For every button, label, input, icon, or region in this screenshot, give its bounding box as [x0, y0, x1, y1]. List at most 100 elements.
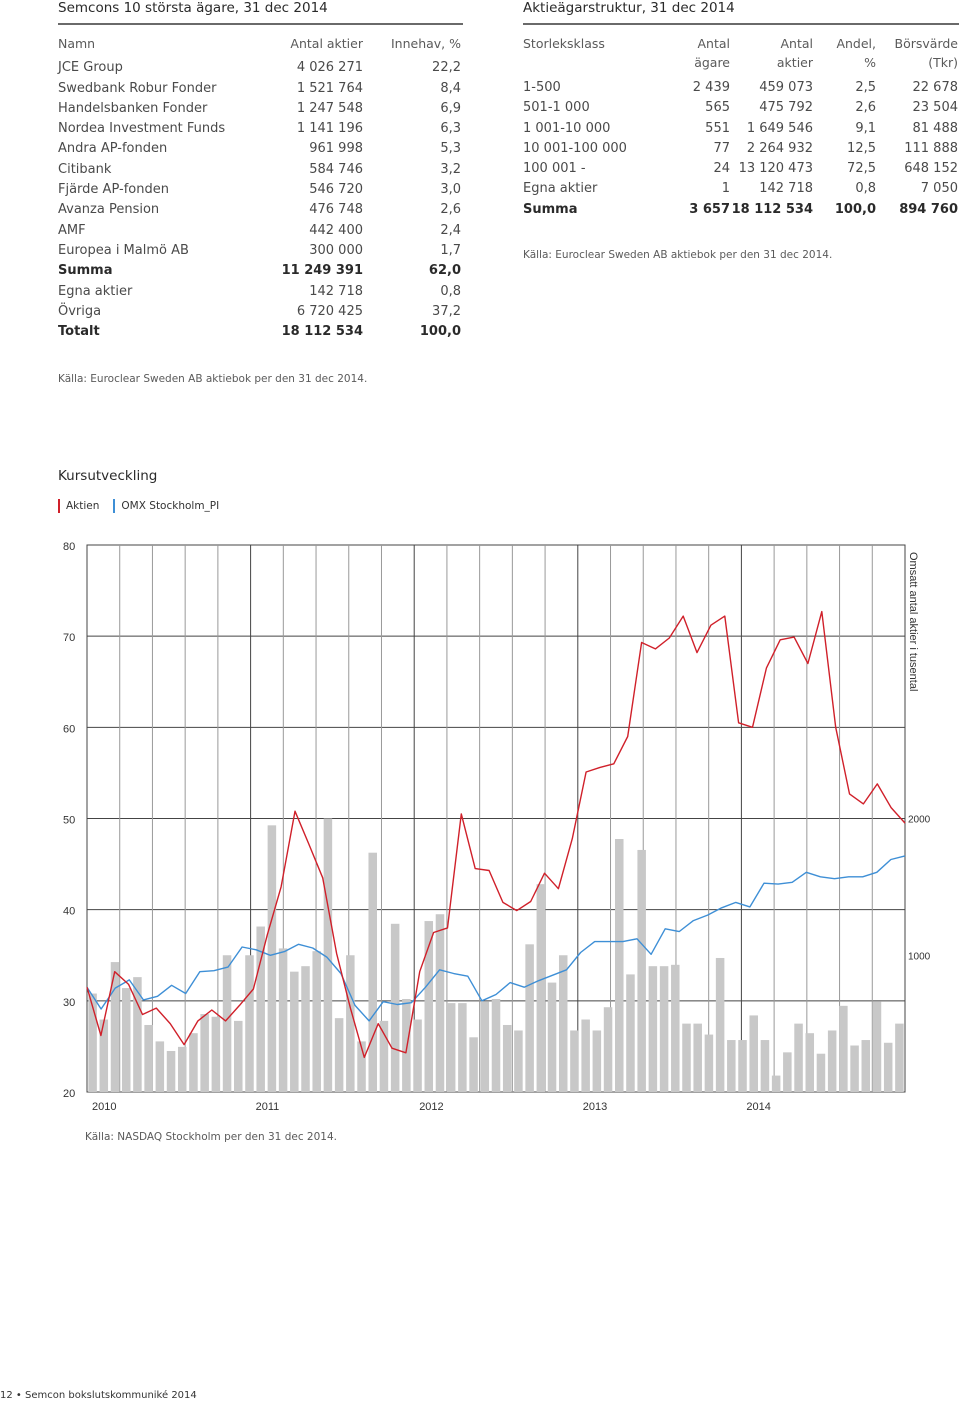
- volume-bar: [704, 1034, 714, 1092]
- volume-bar: [256, 926, 265, 1092]
- market-value: 23 504: [912, 100, 959, 116]
- num-owners: 24: [713, 161, 730, 177]
- col-header-shares: Antal aktier: [290, 36, 363, 51]
- num-shares: 13 120 473: [738, 161, 813, 177]
- num-owners: 77: [713, 140, 730, 156]
- size-class: 100 001 -: [523, 161, 586, 177]
- owner-shares: 584 746: [309, 161, 363, 177]
- volume-bar: [570, 1030, 579, 1092]
- chart-frame: [86, 544, 906, 1093]
- size-class: Egna aktier: [523, 181, 598, 197]
- omx-line: [86, 855, 906, 1022]
- owner-shares: 1 247 548: [296, 100, 363, 116]
- owner-name: Egna aktier: [58, 283, 133, 299]
- owners-header-row: Namn Antal aktier Innehav, %: [58, 34, 463, 54]
- owners-row: Egna aktier 142 718 0,8: [58, 282, 463, 302]
- x-tick-label: 2014: [746, 1101, 770, 1113]
- share-pct: 2,5: [855, 80, 876, 95]
- structure-row: 501-1 000 565 475 792 2,6 23 504: [523, 98, 959, 118]
- share-pct: 9,1: [855, 120, 876, 136]
- num-owners: 1: [721, 181, 730, 197]
- owner-pct: 22,2: [432, 60, 461, 76]
- owner-name: Andra AP-fonden: [58, 141, 168, 157]
- volume-bar: [794, 1023, 803, 1092]
- structure-rule: [523, 23, 959, 25]
- volume-bar: [648, 966, 658, 1092]
- volume-bar: [177, 1046, 187, 1092]
- volume-bar: [301, 966, 310, 1092]
- owner-name: Avanza Pension: [58, 202, 160, 218]
- share-pct: 0,8: [855, 181, 876, 197]
- structure-row: Egna aktier 1 142 718 0,8 7 050: [523, 179, 959, 199]
- volume-bar: [278, 948, 288, 1092]
- volume-bar: [771, 1075, 781, 1092]
- volume-bar: [166, 1050, 176, 1092]
- chart-legend: Aktien OMX Stockholm_PI: [58, 499, 219, 513]
- owner-shares: 1 141 196: [296, 121, 363, 137]
- owners-row: Handelsbanken Fonder 1 247 548 6,9: [58, 99, 463, 119]
- volume-bar: [637, 849, 646, 1092]
- volume-bar: [200, 1014, 209, 1092]
- share-pct: 12,5: [847, 140, 876, 156]
- share-pct: 72,5: [847, 161, 876, 177]
- owner-pct: 1,7: [440, 242, 461, 258]
- aktien-line: [86, 610, 906, 1059]
- owner-pct: 2,6: [440, 202, 461, 218]
- volume-bar: [872, 1001, 882, 1092]
- share-pct: 2,6: [855, 100, 876, 116]
- owner-shares: 300 000: [309, 242, 363, 258]
- owner-shares: 1 521 764: [296, 80, 363, 96]
- volume-bar: [760, 1040, 770, 1092]
- volume-bar: [88, 993, 97, 1092]
- market-value: 81 488: [912, 120, 959, 136]
- y-tick-label: 30: [63, 997, 75, 1009]
- volume-bar: [783, 1052, 792, 1092]
- volume-bar: [547, 982, 557, 1092]
- owner-pct: 5,3: [440, 141, 461, 157]
- num-shares: 18 112 534: [731, 201, 813, 217]
- market-value: 22 678: [912, 80, 959, 95]
- owner-pct: 100,0: [419, 324, 461, 340]
- y-tick-label: 40: [63, 906, 75, 918]
- owner-pct: 2,4: [440, 222, 461, 238]
- volume-bar: [133, 977, 142, 1092]
- market-value: 648 152: [904, 161, 958, 177]
- owners-row: Avanza Pension 476 748 2,6: [58, 200, 463, 220]
- num-shares: 475 792: [759, 100, 813, 116]
- market-value: 111 888: [904, 140, 958, 156]
- market-value: 7 050: [920, 181, 958, 197]
- col-header-shares: Antal: [780, 36, 813, 51]
- volume-bar: [581, 1019, 590, 1092]
- volume-bar: [245, 955, 254, 1092]
- owner-name: Fjärde AP-fonden: [58, 182, 169, 198]
- volume-bar: [121, 988, 131, 1092]
- structure-rows: 1-500 2 439 459 073 2,5 22 678 501-1 000 565 47…: [523, 78, 959, 220]
- y-tick-label: 60: [63, 723, 75, 735]
- structure-row: 1-500 2 439 459 073 2,5 22 678: [523, 78, 959, 98]
- volume-bar: [357, 1041, 366, 1092]
- size-class: 1-500: [523, 80, 561, 95]
- chart-lines: [86, 610, 906, 1059]
- volume-bar: [671, 964, 680, 1092]
- owners-rows: JCE Group 4 026 271 22,2 Swedbank Robur Fon…: [58, 58, 463, 342]
- owners-rule: [58, 23, 463, 25]
- owners-row: JCE Group 4 026 271 22,2: [58, 58, 463, 78]
- volume-bar: [189, 1033, 198, 1092]
- owners-row: Totalt 18 112 534 100,0: [58, 322, 463, 342]
- y-tick-label: 80: [63, 541, 75, 553]
- volume-bar: [603, 1007, 613, 1092]
- x-tick-label: 2013: [583, 1101, 607, 1113]
- owner-name: Nordea Investment Funds: [58, 121, 226, 137]
- size-class: Summa: [523, 201, 578, 217]
- chart-grid: [86, 544, 906, 1093]
- col-header-pct-2: %: [864, 55, 876, 70]
- size-class: 1 001-10 000: [523, 120, 611, 136]
- owner-shares: 961 998: [309, 141, 363, 157]
- col-header-shares-2: aktier: [776, 55, 813, 70]
- x-tick-label: 2010: [92, 1101, 116, 1113]
- legend-swatch-omx: [113, 499, 116, 513]
- volume-bar: [659, 966, 669, 1092]
- col-header-owners-2: ägare: [694, 55, 730, 70]
- volume-bar: [424, 921, 434, 1092]
- owners-row: Citibank 584 746 3,2: [58, 160, 463, 180]
